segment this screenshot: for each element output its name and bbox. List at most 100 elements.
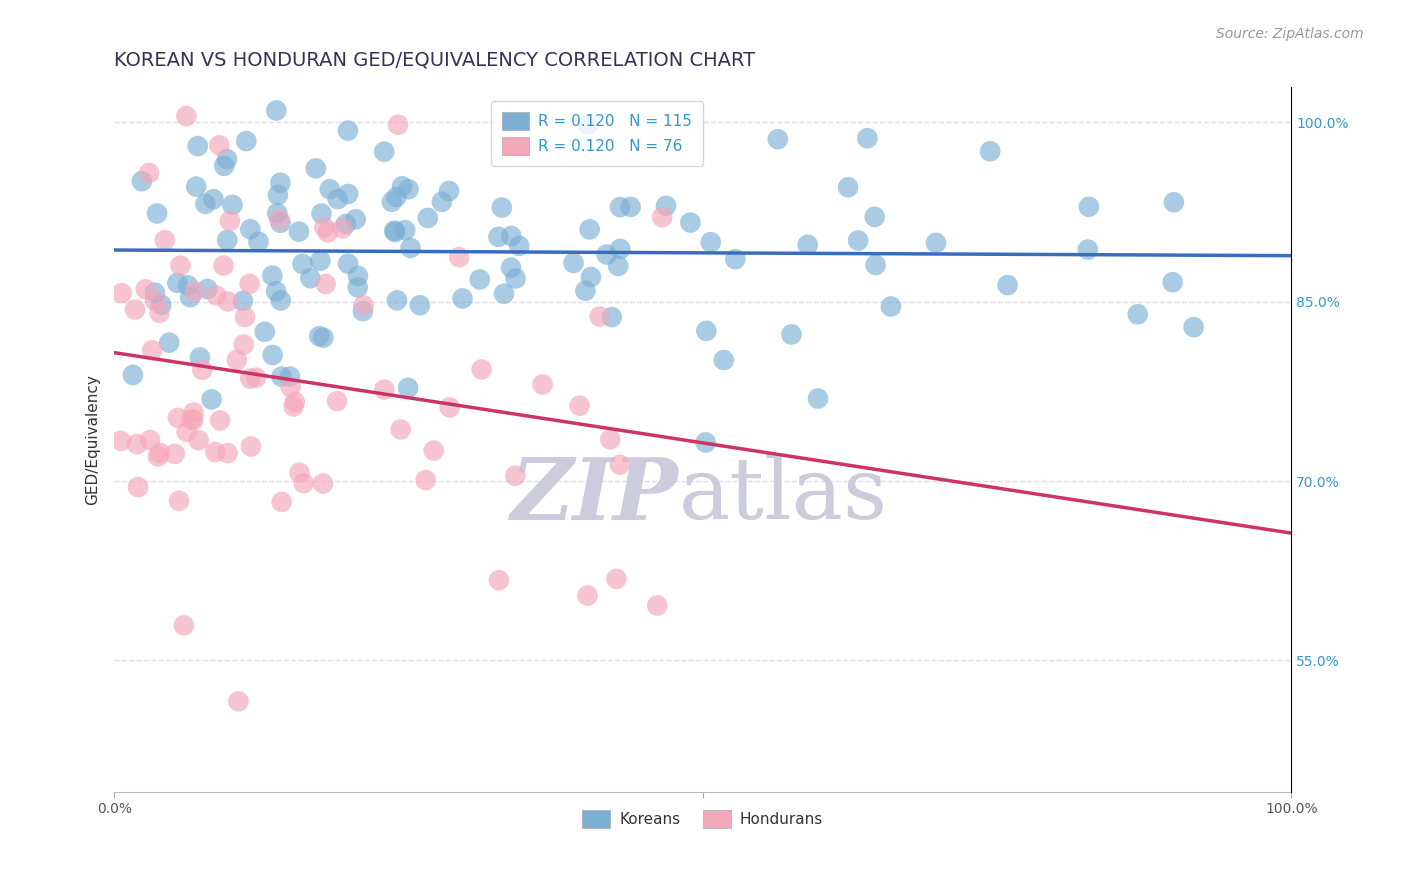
Point bbox=[846, 234, 869, 248]
Point bbox=[149, 446, 172, 460]
Point bbox=[186, 179, 208, 194]
Point bbox=[620, 200, 643, 214]
Point bbox=[609, 458, 631, 472]
Point bbox=[269, 212, 291, 227]
Point bbox=[309, 253, 332, 268]
Point bbox=[336, 123, 359, 137]
Point bbox=[531, 377, 554, 392]
Point bbox=[326, 192, 349, 206]
Point bbox=[337, 186, 360, 201]
Point bbox=[396, 381, 419, 395]
Point bbox=[468, 272, 491, 286]
Point bbox=[299, 271, 322, 285]
Point bbox=[232, 293, 254, 308]
Point bbox=[292, 476, 315, 491]
Point bbox=[422, 443, 444, 458]
Point bbox=[111, 286, 134, 301]
Point bbox=[270, 495, 292, 509]
Point bbox=[253, 325, 276, 339]
Point bbox=[486, 230, 509, 244]
Point bbox=[153, 233, 176, 247]
Point bbox=[997, 278, 1019, 293]
Point bbox=[381, 194, 404, 209]
Point bbox=[204, 445, 226, 459]
Point bbox=[217, 446, 239, 460]
Point bbox=[143, 285, 166, 300]
Point bbox=[865, 258, 887, 272]
Point bbox=[695, 324, 717, 338]
Point bbox=[125, 437, 148, 451]
Point bbox=[239, 222, 262, 236]
Point bbox=[856, 131, 879, 145]
Point bbox=[176, 109, 198, 123]
Point bbox=[183, 285, 205, 299]
Point bbox=[837, 180, 859, 194]
Point bbox=[205, 288, 228, 302]
Point bbox=[335, 217, 357, 231]
Point bbox=[807, 392, 830, 406]
Point bbox=[166, 276, 188, 290]
Point bbox=[562, 256, 585, 270]
Point bbox=[278, 369, 301, 384]
Point bbox=[169, 259, 191, 273]
Point bbox=[157, 335, 180, 350]
Point bbox=[863, 210, 886, 224]
Point bbox=[280, 380, 302, 394]
Point bbox=[127, 480, 149, 494]
Point bbox=[332, 221, 354, 235]
Point bbox=[247, 235, 270, 249]
Point bbox=[183, 413, 205, 427]
Legend: Koreans, Hondurans: Koreans, Hondurans bbox=[576, 804, 830, 834]
Point bbox=[430, 194, 453, 209]
Point bbox=[245, 370, 267, 384]
Point bbox=[385, 190, 408, 204]
Point bbox=[588, 310, 610, 324]
Point bbox=[347, 268, 370, 283]
Point bbox=[312, 476, 335, 491]
Point bbox=[266, 206, 288, 220]
Point bbox=[262, 268, 284, 283]
Point bbox=[217, 233, 239, 247]
Point bbox=[724, 252, 747, 267]
Point bbox=[221, 198, 243, 212]
Point bbox=[578, 222, 600, 236]
Point bbox=[143, 293, 166, 308]
Text: Source: ZipAtlas.com: Source: ZipAtlas.com bbox=[1216, 27, 1364, 41]
Point bbox=[150, 298, 173, 312]
Point bbox=[766, 132, 789, 146]
Point bbox=[651, 211, 673, 225]
Point bbox=[384, 225, 406, 239]
Point bbox=[607, 259, 630, 273]
Point bbox=[1163, 195, 1185, 210]
Point bbox=[288, 466, 311, 480]
Point bbox=[215, 152, 238, 166]
Point bbox=[373, 383, 395, 397]
Point bbox=[135, 282, 157, 296]
Point bbox=[315, 277, 337, 291]
Point bbox=[501, 229, 523, 244]
Point bbox=[449, 250, 471, 264]
Point bbox=[600, 310, 623, 324]
Point bbox=[232, 337, 254, 351]
Point bbox=[180, 412, 202, 426]
Point bbox=[200, 392, 222, 407]
Point bbox=[346, 280, 368, 294]
Point bbox=[284, 395, 307, 409]
Point bbox=[225, 353, 247, 368]
Point bbox=[270, 216, 292, 230]
Point bbox=[183, 405, 205, 419]
Point bbox=[311, 206, 333, 220]
Point bbox=[239, 277, 262, 291]
Point bbox=[499, 260, 522, 275]
Point bbox=[283, 400, 305, 414]
Point bbox=[491, 201, 513, 215]
Point bbox=[713, 353, 735, 368]
Point bbox=[173, 618, 195, 632]
Point bbox=[187, 139, 209, 153]
Point bbox=[191, 363, 214, 377]
Text: atlas: atlas bbox=[679, 454, 889, 537]
Point bbox=[239, 440, 262, 454]
Point bbox=[219, 213, 242, 227]
Point bbox=[389, 422, 412, 436]
Point bbox=[314, 220, 336, 235]
